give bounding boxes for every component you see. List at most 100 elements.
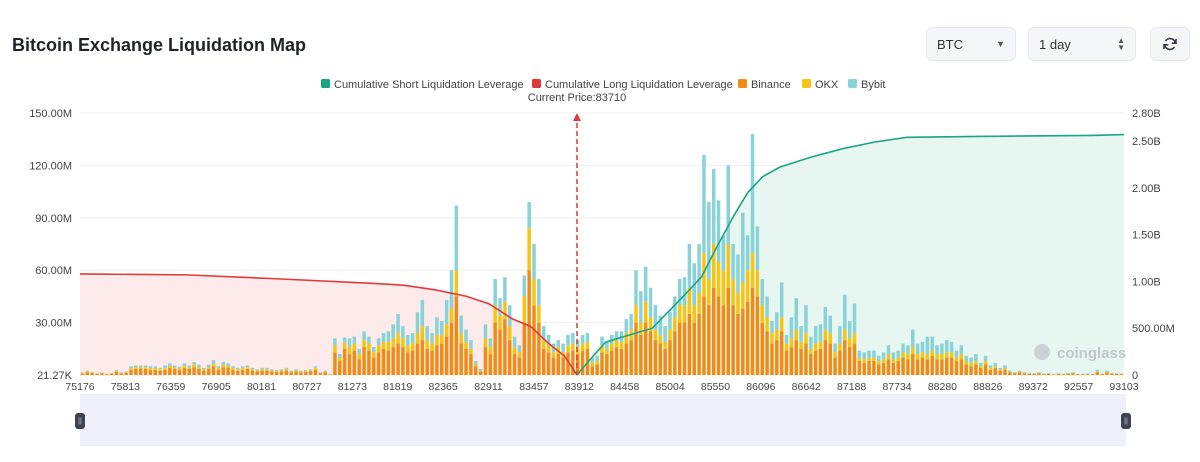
bar-okx [823, 329, 828, 341]
range-slider-left-handle[interactable]: || [75, 413, 85, 429]
bar-binance [342, 348, 347, 376]
bar-bybit [396, 313, 400, 334]
legend-swatch-okx [802, 79, 811, 88]
bar-bybit [342, 337, 347, 343]
bar-bybit [221, 361, 225, 365]
bar-bybit [833, 343, 837, 353]
bar-okx [294, 370, 298, 372]
bar-okx [381, 341, 386, 349]
bar-okx [736, 292, 740, 314]
bar-bybit [114, 369, 119, 371]
bar-binance [454, 296, 459, 376]
bar-binance [541, 348, 546, 376]
refresh-button[interactable] [1150, 27, 1190, 61]
bar-bybit [624, 319, 629, 334]
range-select[interactable]: 1 day ▲ ▼ [1028, 27, 1136, 61]
bar-binance [522, 322, 527, 376]
bar-okx [498, 315, 502, 330]
bar-binance [881, 362, 886, 376]
bar-bybit [726, 165, 730, 245]
bar-bybit [901, 343, 905, 353]
bar-binance [823, 340, 828, 376]
bar-okx [449, 308, 454, 323]
range-slider-right-handle[interactable]: || [1121, 413, 1131, 429]
bar-okx [488, 347, 493, 355]
bar-okx [425, 340, 429, 349]
range-slider-track[interactable] [80, 394, 1126, 446]
x-tick-label: 82911 [474, 381, 503, 392]
page-title: Bitcoin Exchange Liquidation Map [12, 35, 307, 55]
coin-select[interactable]: BTC ▼ [926, 27, 1016, 61]
bar-bybit [609, 334, 614, 344]
bar-okx [915, 354, 920, 360]
bar-binance [741, 308, 745, 376]
x-tick-label: 86642 [792, 381, 821, 392]
bar-bybit [779, 282, 784, 318]
bar-binance [692, 322, 697, 376]
bar-okx [765, 317, 769, 332]
bar-bybit [134, 365, 138, 368]
bar-binance [643, 322, 648, 376]
bar-binance [483, 347, 488, 376]
bar-binance [697, 313, 701, 376]
coinglass-logo-icon [1034, 344, 1050, 360]
bar-bybit [168, 363, 172, 366]
bar-bybit [323, 370, 327, 372]
bar-binance [1066, 373, 1070, 376]
bar-binance [1061, 374, 1066, 376]
bar-binance [775, 340, 779, 376]
bar-okx [80, 372, 85, 374]
bar-okx [551, 352, 556, 358]
bar-bybit [969, 357, 973, 363]
refresh-icon [1163, 37, 1177, 51]
bar-bybit [177, 366, 182, 369]
x-tick-label: 75176 [65, 381, 94, 392]
bar-binance [707, 305, 711, 376]
bar-okx [546, 345, 551, 353]
bar-okx [226, 365, 230, 369]
bar-okx [979, 366, 983, 369]
bar-bybit [532, 244, 536, 279]
bar-bybit [270, 369, 274, 371]
bar-okx [809, 348, 813, 355]
bar-bybit [964, 355, 968, 362]
bar-bybit [260, 367, 264, 370]
bar-binance [571, 350, 575, 376]
bar-bybit [362, 331, 366, 341]
bar-binance [580, 350, 585, 376]
bar-bybit [702, 154, 706, 253]
y-right-tick-label: 1.50B [1132, 230, 1161, 242]
bar-bybit [1071, 372, 1075, 373]
bar-okx [415, 333, 420, 344]
bar-binance [474, 366, 478, 376]
x-tick-label: 80727 [292, 381, 321, 392]
bar-bybit [639, 291, 643, 323]
bar-okx [493, 305, 497, 323]
bar-binance [410, 350, 415, 376]
bar-binance [367, 350, 371, 376]
bar-bybit [90, 371, 94, 373]
bar-okx [711, 244, 716, 288]
bar-binance [85, 372, 90, 376]
bar-okx [537, 305, 541, 323]
bar-okx [911, 347, 915, 355]
bar-binance [435, 345, 439, 376]
bar-okx [784, 343, 789, 351]
bar-binance [1042, 374, 1046, 376]
bar-binance [1017, 372, 1022, 376]
bar-okx [896, 357, 900, 362]
bar-bybit [308, 369, 313, 371]
bar-binance [988, 369, 993, 376]
bar-bybit [852, 303, 857, 334]
long-cumulative-line [79, 273, 578, 376]
y-left-tick-label: 90.00M [35, 213, 72, 225]
bar-binance [711, 287, 716, 376]
bar-okx [478, 370, 483, 372]
bar-okx [886, 354, 891, 360]
bar-okx [192, 364, 196, 368]
bar-bybit [935, 345, 939, 355]
bar-bybit [940, 343, 944, 355]
bar-okx [367, 343, 371, 351]
bar-okx [707, 278, 711, 306]
bar-binance [318, 373, 323, 376]
